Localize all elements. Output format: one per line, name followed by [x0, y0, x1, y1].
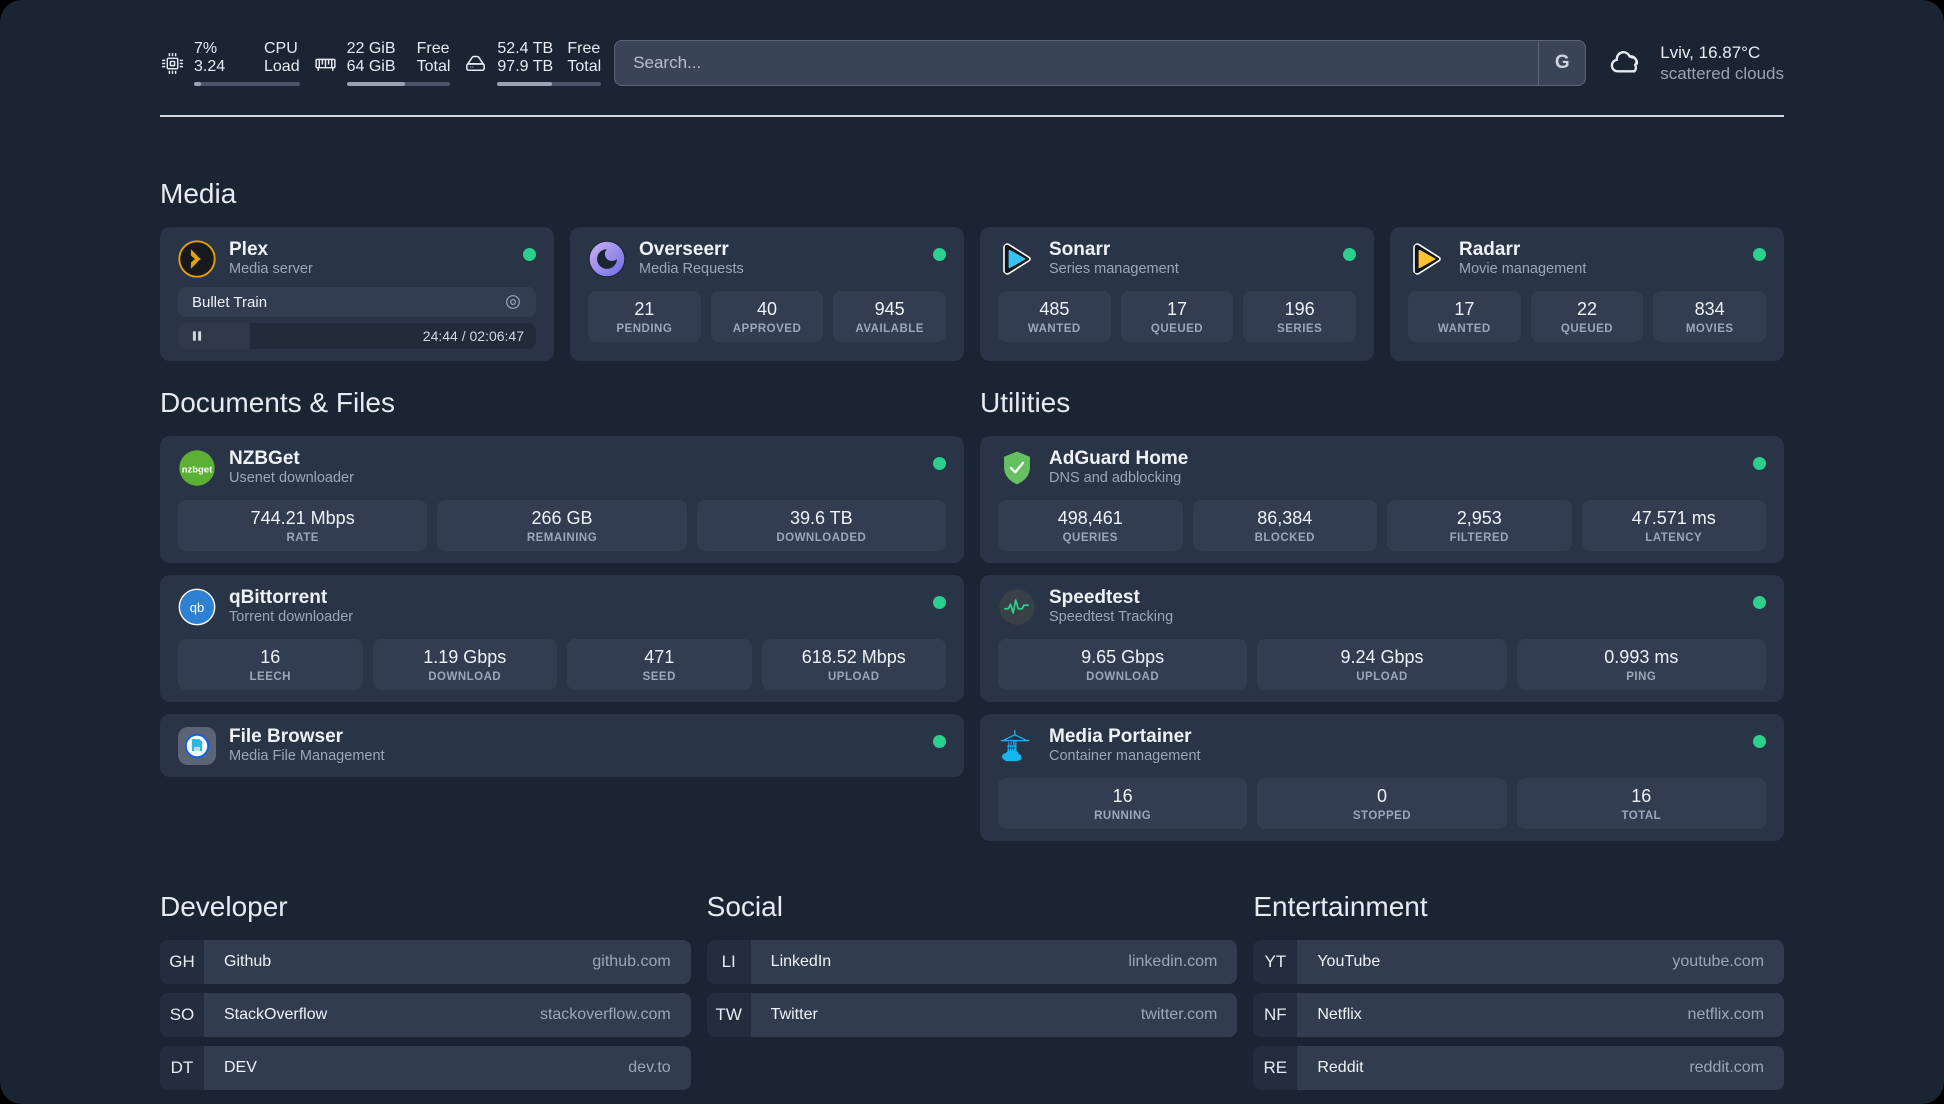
- svg-text:qb: qb: [190, 600, 204, 615]
- svg-text:nzbget: nzbget: [182, 464, 213, 475]
